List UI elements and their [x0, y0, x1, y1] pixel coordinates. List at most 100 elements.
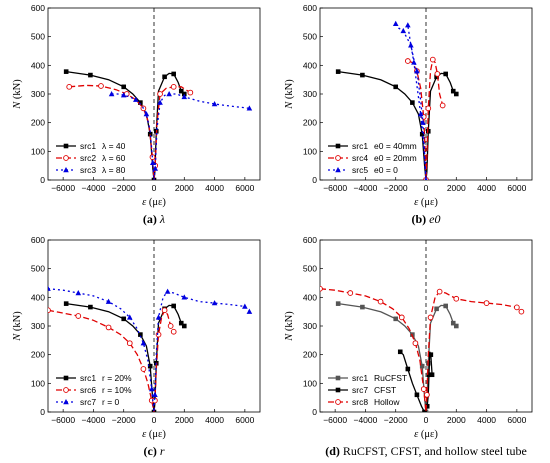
- data-point-src3: [120, 92, 127, 98]
- data-point-src6: [48, 307, 51, 314]
- data-point-src1: [360, 304, 365, 310]
- data-point-src8: [518, 308, 525, 315]
- data-point-src8: [377, 298, 384, 305]
- y-tick-label: 300: [31, 89, 45, 99]
- legend-name: src6: [80, 385, 96, 395]
- data-point-src1: [393, 84, 399, 90]
- y-tick-label: 100: [31, 378, 45, 388]
- data-point-src1: [450, 88, 456, 94]
- legend-marker: [63, 387, 69, 393]
- legend-name: src1: [352, 373, 368, 383]
- data-point-src1: [178, 320, 184, 326]
- y-tick-label: 200: [303, 118, 317, 128]
- y-tick-label: 500: [303, 264, 317, 274]
- data-point-src7: [242, 303, 248, 309]
- panel-caption: (b) e0: [412, 212, 441, 226]
- data-point-src6: [75, 313, 82, 319]
- data-point-src1: [171, 71, 176, 77]
- y-tick-label: 100: [303, 378, 317, 388]
- data-point-src7: [397, 349, 403, 355]
- x-tick-label: 4000: [477, 183, 496, 193]
- x-axis-label: ε (με): [414, 197, 438, 208]
- data-point-src8: [483, 300, 490, 306]
- y-tick-label: 600: [303, 3, 317, 13]
- x-tick-label: 4000: [205, 183, 224, 193]
- series-group: [335, 20, 459, 180]
- data-point-src1: [178, 88, 184, 94]
- data-point-src3: [133, 96, 139, 102]
- x-tick-label: −2000: [112, 183, 136, 193]
- y-tick-label: 600: [303, 235, 317, 245]
- series-line-src4: [407, 58, 444, 180]
- y-tick-label: 100: [303, 146, 317, 156]
- data-point-src2: [170, 83, 177, 90]
- x-axis-label: ε (με): [142, 197, 166, 208]
- data-point-src3: [149, 159, 156, 165]
- series-line-src7: [48, 288, 250, 412]
- legend-name: src1: [352, 141, 368, 151]
- x-tick-label: 0: [424, 415, 429, 425]
- data-point-src3: [152, 165, 159, 171]
- legend-marker: [335, 167, 341, 173]
- data-point-src1: [419, 131, 425, 137]
- legend-name: src4: [352, 153, 368, 163]
- legend-marker: [335, 143, 341, 149]
- series-line-src3: [111, 93, 250, 180]
- data-point-src8: [453, 295, 460, 302]
- data-point-src3: [108, 91, 115, 97]
- chart-panel-3: −6000 −4000 −2000 0 2000 4000 6000 0 100 200 300 40…: [12, 235, 261, 458]
- x-tick-label: 2000: [175, 415, 194, 425]
- y-tick-label: 100: [31, 146, 45, 156]
- legend-name: src1: [80, 373, 96, 383]
- legend-label: Hollow: [374, 397, 400, 407]
- y-tick-label: 200: [31, 118, 45, 128]
- data-point-src1: [171, 303, 176, 309]
- data-point-src5: [405, 22, 411, 28]
- legend-marker: [63, 143, 69, 149]
- data-point-src1: [147, 363, 153, 369]
- data-point-src2: [157, 91, 163, 97]
- data-point-src6: [126, 340, 133, 347]
- data-point-src1: [147, 131, 153, 137]
- data-point-src1: [443, 303, 448, 309]
- data-point-src7: [181, 294, 188, 300]
- data-point-src1: [121, 84, 127, 90]
- x-tick-label: 6000: [235, 415, 254, 425]
- series-group: [48, 285, 253, 412]
- data-point-src8: [436, 288, 443, 295]
- data-point-src8: [412, 340, 419, 347]
- panel-caption: (c) r: [144, 444, 165, 458]
- y-tick-label: 200: [303, 350, 317, 360]
- legend-name: src7: [352, 385, 368, 395]
- data-point-src4: [434, 71, 441, 77]
- y-tick-label: 300: [303, 89, 317, 99]
- x-tick-label: −2000: [112, 415, 136, 425]
- data-point-src2: [98, 83, 104, 89]
- legend-label: e0 = 40mm: [374, 141, 417, 151]
- y-tick-label: 200: [31, 350, 45, 360]
- data-point-src1: [138, 100, 143, 105]
- data-point-src7: [152, 391, 158, 397]
- data-point-src5: [411, 59, 417, 65]
- data-point-src8: [347, 290, 354, 296]
- data-point-src3: [143, 111, 150, 117]
- legend-label: λ = 80: [102, 165, 126, 175]
- legend-label: RuCFST: [374, 373, 407, 383]
- data-point-src1: [121, 316, 127, 322]
- data-point-src5: [408, 42, 414, 48]
- data-point-src4: [425, 105, 432, 112]
- y-tick-label: 0: [312, 175, 317, 185]
- legend-label: r = 20%: [102, 373, 132, 383]
- x-tick-label: 4000: [477, 415, 496, 425]
- data-point-src1: [443, 71, 448, 77]
- series-group: [63, 69, 253, 180]
- data-point-src6: [105, 324, 112, 331]
- data-point-src7: [126, 314, 133, 320]
- chart-panel-2: −6000 −4000 −2000 0 2000 4000 6000 0 100 200 300 40…: [284, 3, 533, 226]
- x-tick-label: −2000: [384, 415, 408, 425]
- data-point-src7: [429, 372, 435, 378]
- data-point-src7: [414, 392, 420, 398]
- data-point-src1: [162, 74, 167, 80]
- series-group: [320, 285, 525, 412]
- x-tick-label: 2000: [175, 183, 194, 193]
